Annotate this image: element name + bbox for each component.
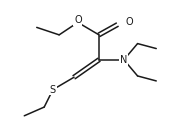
Text: N: N: [120, 55, 128, 65]
Text: S: S: [50, 85, 56, 95]
Text: O: O: [74, 15, 82, 25]
Text: O: O: [125, 17, 133, 27]
